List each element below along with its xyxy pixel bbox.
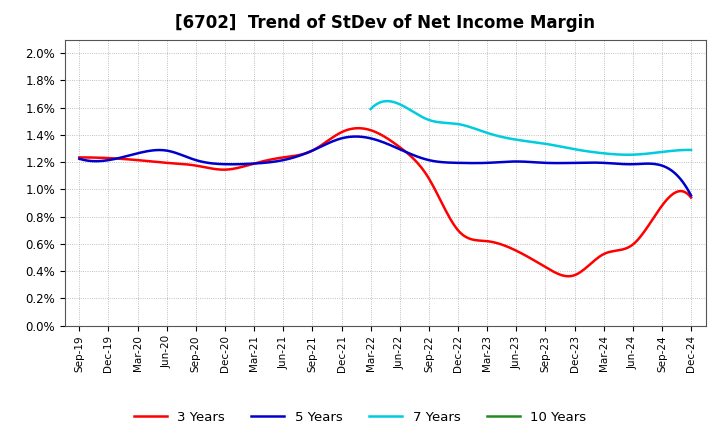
7 Years <box>367 105 376 110</box>
3 Years <box>439 204 448 209</box>
7 Years <box>382 99 391 104</box>
Title: [6702]  Trend of StDev of Net Income Margin: [6702] Trend of StDev of Net Income Marg… <box>175 15 595 33</box>
7 Years <box>558 144 567 150</box>
7 Years <box>659 149 667 154</box>
5 Years <box>593 160 601 165</box>
5 Years <box>77 157 86 162</box>
Legend: 3 Years, 5 Years, 7 Years, 10 Years: 3 Years, 5 Years, 7 Years, 10 Years <box>128 405 592 429</box>
3 Years <box>75 155 84 160</box>
5 Years <box>351 134 360 139</box>
3 Years <box>564 274 572 279</box>
7 Years <box>366 106 375 112</box>
3 Years <box>451 225 460 230</box>
5 Years <box>687 193 696 198</box>
3 Years <box>354 125 362 131</box>
7 Years <box>687 147 696 153</box>
Line: 7 Years: 7 Years <box>371 101 691 155</box>
3 Years <box>595 254 603 260</box>
Line: 3 Years: 3 Years <box>79 128 691 276</box>
5 Years <box>439 160 448 165</box>
5 Years <box>441 160 450 165</box>
7 Years <box>564 145 572 150</box>
3 Years <box>77 155 86 160</box>
5 Years <box>451 160 460 165</box>
7 Years <box>624 152 632 158</box>
5 Years <box>75 156 84 161</box>
3 Years <box>441 208 450 213</box>
Line: 5 Years: 5 Years <box>79 136 691 195</box>
3 Years <box>687 195 696 200</box>
7 Years <box>557 144 566 149</box>
7 Years <box>639 151 647 157</box>
5 Years <box>631 161 640 167</box>
3 Years <box>634 237 642 242</box>
